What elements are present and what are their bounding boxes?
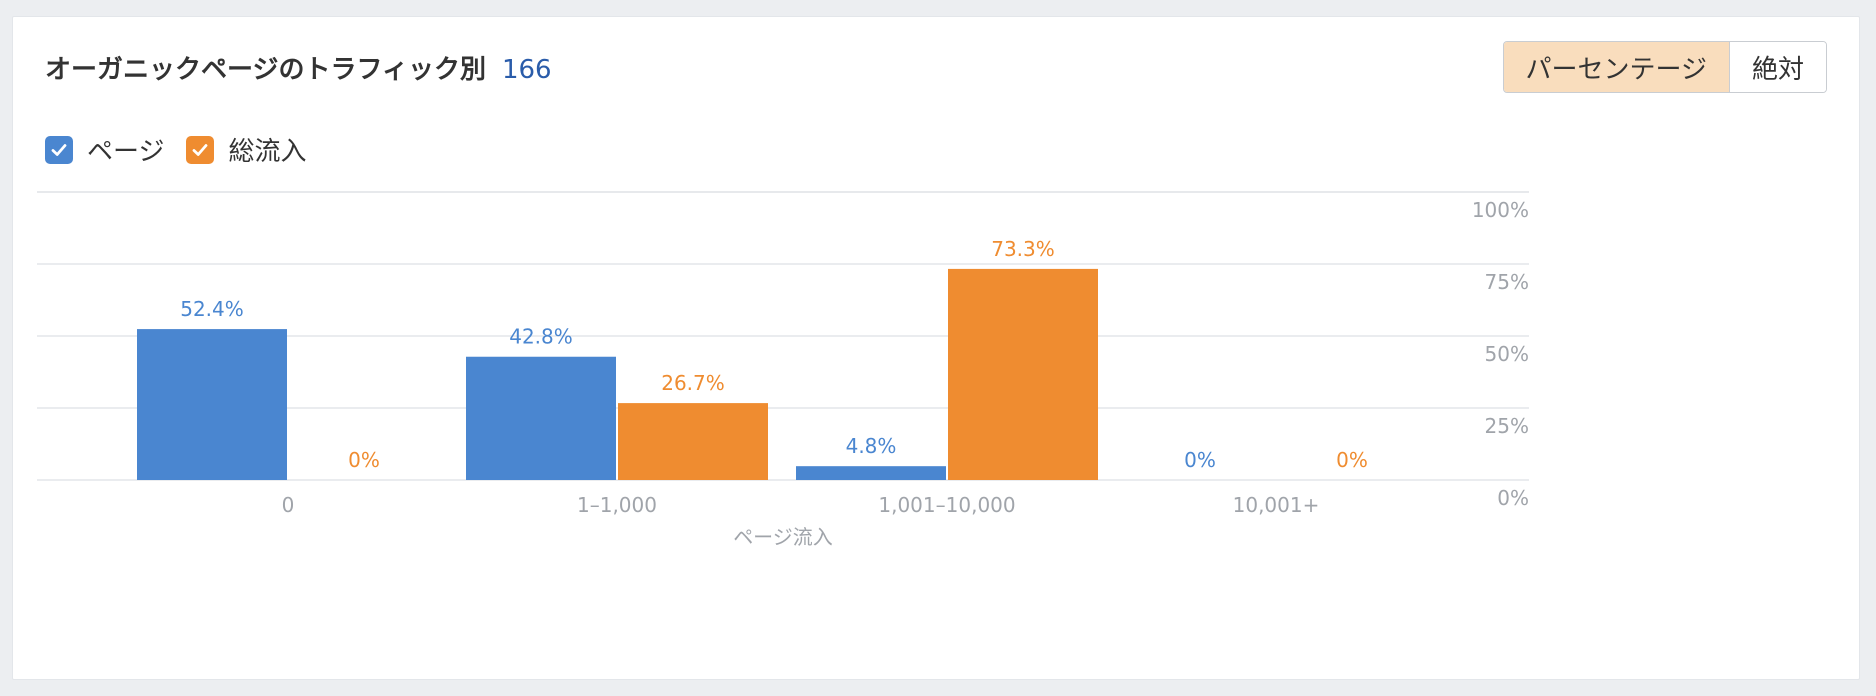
absolute-button[interactable]: 絶対 bbox=[1729, 42, 1826, 92]
legend-label-traffic: 総流入 bbox=[228, 137, 307, 167]
data-label-pages: 42.8% bbox=[509, 325, 573, 349]
card-title: オーガニックページのトラフィック別 bbox=[45, 55, 486, 85]
pages-checkbox[interactable] bbox=[45, 135, 73, 164]
data-label-pages: 0% bbox=[1184, 448, 1216, 472]
traffic-distribution-card: オーガニックページのトラフィック別 166 パーセンテージ 絶対 ページ 総流入… bbox=[12, 16, 1860, 680]
check-icon bbox=[193, 143, 208, 156]
percentage-button[interactable]: パーセンテージ bbox=[1503, 42, 1730, 92]
bar-pages[interactable] bbox=[466, 356, 616, 480]
view-mode-toggle: パーセンテージ 絶対 bbox=[1502, 41, 1827, 93]
y-tick-label: 100% bbox=[1472, 198, 1529, 222]
pages-count[interactable]: 166 bbox=[501, 55, 552, 85]
traffic-checkbox[interactable] bbox=[186, 135, 215, 164]
data-label-traffic: 26.7% bbox=[661, 371, 725, 395]
chart-legend: ページ 総流入 bbox=[45, 131, 307, 168]
x-tick-label: 1,001–10,000 bbox=[878, 493, 1015, 517]
bar-traffic[interactable] bbox=[618, 403, 768, 480]
y-tick-label: 25% bbox=[1485, 414, 1529, 438]
bar-pages[interactable] bbox=[137, 329, 287, 480]
legend-label-pages: ページ bbox=[87, 137, 165, 167]
card-header: オーガニックページのトラフィック別 166 bbox=[45, 49, 552, 86]
bar-pages[interactable] bbox=[796, 466, 946, 480]
check-icon bbox=[51, 143, 67, 156]
y-tick-label: 75% bbox=[1485, 270, 1529, 294]
data-label-pages: 4.8% bbox=[846, 434, 897, 458]
data-label-pages: 52.4% bbox=[180, 297, 244, 321]
y-tick-label: 50% bbox=[1485, 342, 1529, 366]
data-label-traffic: 73.3% bbox=[991, 237, 1055, 261]
bar-traffic[interactable] bbox=[948, 268, 1098, 480]
legend-item-pages[interactable]: ページ bbox=[45, 131, 164, 168]
x-tick-label: 0 bbox=[282, 493, 295, 517]
data-label-traffic: 0% bbox=[1336, 448, 1368, 472]
y-tick-label: 0% bbox=[1497, 486, 1529, 510]
x-tick-label: 1–1,000 bbox=[577, 493, 657, 517]
data-label-traffic: 0% bbox=[348, 448, 380, 472]
x-tick-label: 10,001+ bbox=[1233, 493, 1320, 517]
legend-item-traffic[interactable]: 総流入 bbox=[186, 131, 307, 168]
traffic-bar-chart: 100% 75% 50% 25% 0% 52.4% 0% 0 42.8% 26.7% 1–1,000… bbox=[37, 191, 1529, 549]
x-axis-title: ページ流入 bbox=[733, 525, 833, 549]
